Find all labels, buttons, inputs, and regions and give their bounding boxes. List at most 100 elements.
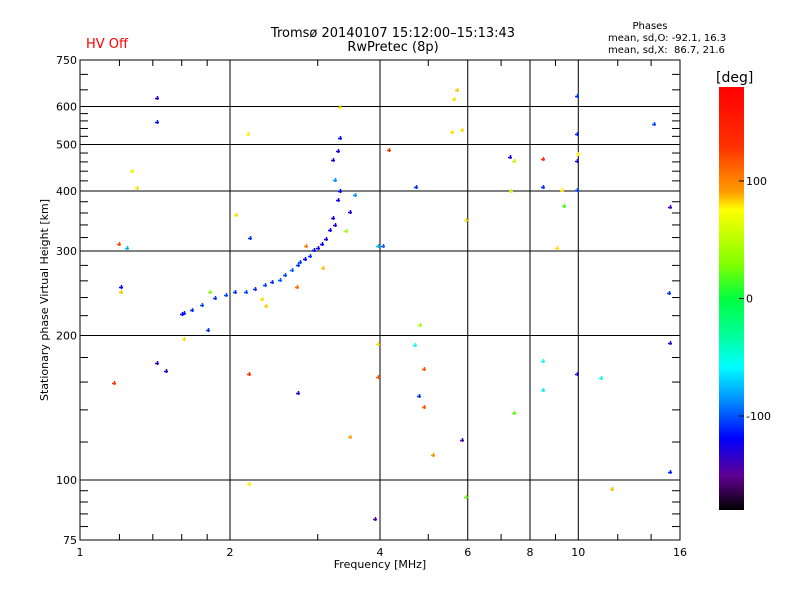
colorbar-label: [deg] — [716, 70, 754, 86]
data-point — [431, 453, 435, 457]
data-point — [331, 216, 335, 220]
data-point — [575, 159, 579, 163]
data-point — [298, 260, 302, 264]
axis-ticks — [80, 60, 680, 540]
data-point — [452, 97, 456, 101]
chart-title: Tromsø 20140107 15:12:00–15:13:43 — [270, 26, 516, 41]
data-point — [155, 96, 159, 100]
data-point — [117, 242, 121, 246]
data-point — [460, 438, 464, 442]
data-point — [247, 372, 251, 376]
data-point — [331, 158, 335, 162]
data-point — [652, 122, 656, 126]
y-tick-label: 100 — [56, 474, 77, 487]
data-point — [206, 328, 210, 332]
data-point — [338, 189, 342, 193]
data-point — [155, 120, 159, 124]
data-point — [244, 290, 248, 294]
data-point — [576, 152, 580, 156]
data-point — [303, 257, 307, 261]
y-tick-label: 750 — [56, 54, 77, 67]
chart-subtitle: RwPretec (8p) — [347, 40, 439, 55]
data-point — [336, 149, 340, 153]
data-point — [312, 248, 316, 252]
data-points — [112, 88, 672, 521]
data-point — [464, 495, 468, 499]
data-point — [376, 342, 380, 346]
data-point — [353, 193, 357, 197]
data-point — [376, 244, 380, 248]
data-point — [450, 130, 454, 134]
data-point — [182, 311, 186, 315]
data-point — [324, 237, 328, 241]
data-point — [610, 487, 614, 491]
phases-x-stats: mean, sd,X: 86.7, 21.6 — [608, 45, 725, 56]
data-point — [270, 280, 274, 284]
data-point — [253, 287, 257, 291]
data-point — [575, 372, 579, 376]
y-tick-label: 500 — [56, 139, 77, 152]
colorbar-ticks: 100 0 -100 — [739, 175, 771, 423]
data-point — [464, 218, 468, 222]
data-point — [668, 205, 672, 209]
data-point — [562, 204, 566, 208]
data-point — [119, 285, 123, 289]
data-point — [316, 246, 320, 250]
data-point — [112, 381, 116, 385]
data-point — [290, 268, 294, 272]
data-point — [164, 369, 168, 373]
data-point — [234, 213, 238, 217]
y-tick-label: 200 — [56, 330, 77, 343]
data-point — [295, 285, 299, 289]
data-point — [541, 157, 545, 161]
data-point — [208, 290, 212, 294]
data-point — [155, 361, 159, 365]
data-point — [417, 394, 421, 398]
data-point — [373, 517, 377, 521]
data-point — [283, 273, 287, 277]
data-point — [560, 188, 564, 192]
data-point — [422, 367, 426, 371]
hv-status: HV Off — [86, 37, 128, 52]
data-point — [224, 293, 228, 297]
data-point — [348, 435, 352, 439]
colorbar-tick-label: 100 — [746, 175, 767, 188]
y-tick-label: 400 — [56, 185, 77, 198]
data-point — [333, 223, 337, 227]
data-point — [541, 388, 545, 392]
data-point — [264, 304, 268, 308]
data-point — [190, 308, 194, 312]
data-point — [125, 246, 129, 250]
data-point — [130, 169, 134, 173]
y-tick-label: 600 — [56, 101, 77, 114]
data-point — [668, 341, 672, 345]
data-point — [460, 128, 464, 132]
data-point — [413, 343, 417, 347]
data-point — [512, 159, 516, 163]
data-point — [304, 244, 308, 248]
data-point — [278, 278, 282, 282]
phases-o-stats: mean, sd,O: -92.1, 16.3 — [608, 33, 727, 44]
data-point — [233, 290, 237, 294]
grid-lines — [80, 60, 680, 540]
data-point — [182, 337, 186, 341]
y-axis-label: Stationary phase Virtual Height [km] — [38, 199, 51, 401]
data-point — [381, 244, 385, 248]
data-point — [348, 210, 352, 214]
data-point — [200, 303, 204, 307]
data-point — [308, 254, 312, 258]
data-point — [321, 266, 325, 270]
plot-frame — [79, 59, 681, 541]
data-point — [418, 323, 422, 327]
data-point — [213, 296, 217, 300]
colorbar-tick-label: -100 — [746, 410, 771, 423]
data-point — [668, 470, 672, 474]
data-point — [508, 155, 512, 159]
y-tick-label: 75 — [63, 534, 77, 547]
x-axis-label: Frequency [MHz] — [334, 558, 426, 571]
data-point — [541, 185, 545, 189]
data-point — [575, 132, 579, 136]
data-point — [541, 359, 545, 363]
x-tick-label: 8 — [527, 546, 534, 559]
